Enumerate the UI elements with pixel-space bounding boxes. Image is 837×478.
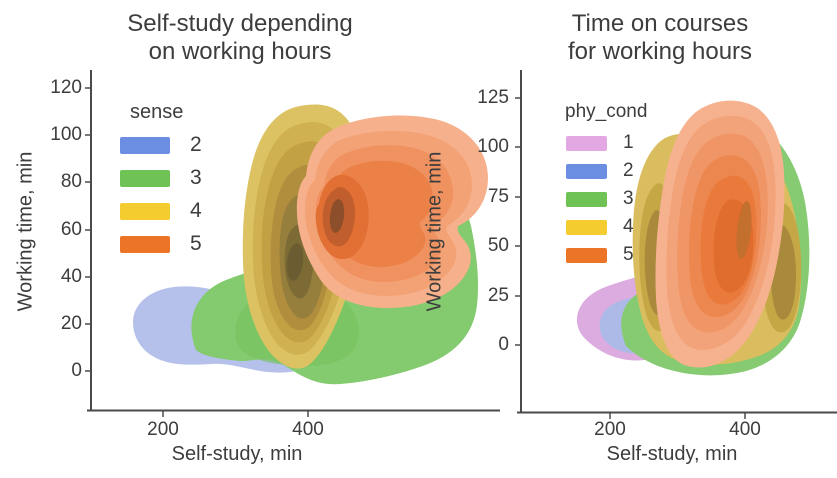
legend-label-phycond-4: 4 — [623, 216, 634, 237]
left-plot-title-line2: on working hours — [148, 38, 332, 65]
kde-right-phycond5-core — [736, 201, 752, 259]
legend-label-phycond-5: 5 — [623, 244, 634, 265]
right-legend-title: phy_cond — [565, 101, 648, 122]
right-y-tick-100: 100 — [477, 136, 509, 157]
right-x-tick-400: 400 — [729, 419, 761, 440]
axes-group — [85, 70, 837, 419]
right-legend-item-2: 2 — [566, 160, 634, 182]
kde-left-sense4-core — [286, 243, 304, 281]
right-x-tick-marks — [609, 413, 746, 419]
left-legend-item-2: 2 — [120, 133, 202, 156]
left-y-tick-80: 80 — [60, 171, 82, 192]
right-x-axis-label: Self-study, min — [606, 443, 738, 465]
kde-left-sense5-core — [329, 199, 345, 233]
legend-swatch-phycond-4 — [566, 219, 607, 235]
right-plot-title-line1: Time on courses — [571, 10, 749, 37]
legend-label-sense-4: 4 — [190, 199, 202, 222]
right-y-tick-0: 0 — [498, 334, 509, 355]
legend-label-phycond-3: 3 — [623, 188, 634, 209]
left-y-tick-marks — [85, 87, 91, 372]
left-legend-title: sense — [130, 101, 184, 123]
right-y-axis-label: Working time, min — [423, 151, 446, 312]
left-plot-title: Self-study depending on working hours — [40, 10, 440, 66]
left-plot-title-line1: Self-study depending — [127, 10, 353, 37]
right-legend-item-4: 4 — [566, 216, 634, 238]
left-x-tick-marks — [162, 411, 309, 417]
left-x-tick-200: 200 — [147, 419, 179, 440]
legend-swatch-sense-3 — [120, 169, 170, 187]
legend-label-phycond-1: 1 — [623, 132, 634, 153]
legend-label-sense-5: 5 — [190, 232, 202, 255]
left-y-tick-20: 20 — [60, 313, 82, 334]
legend-swatch-sense-2 — [120, 136, 170, 154]
right-legend-item-1: 1 — [566, 132, 634, 154]
left-legend-item-3: 3 — [120, 166, 202, 189]
legend-label-sense-2: 2 — [190, 133, 202, 156]
left-y-tick-120: 120 — [50, 77, 82, 98]
legend-swatch-sense-4 — [120, 202, 170, 220]
right-legend-item-5: 5 — [566, 244, 634, 266]
legend-label-phycond-2: 2 — [623, 160, 634, 181]
right-y-tick-marks — [515, 97, 521, 346]
legend-label-sense-3: 3 — [190, 166, 202, 189]
right-x-tick-200: 200 — [594, 419, 626, 440]
left-legend-item-4: 4 — [120, 199, 202, 222]
left-y-tick-100: 100 — [50, 124, 82, 145]
right-plot-title-line2: for working hours — [567, 38, 753, 65]
left-y-tick-40: 40 — [60, 266, 82, 287]
legend-swatch-phycond-2 — [566, 163, 607, 179]
left-kde-group — [133, 104, 488, 385]
legend-swatch-phycond-5 — [566, 247, 607, 263]
left-y-tick-0: 0 — [71, 360, 82, 381]
right-y-tick-50: 50 — [487, 235, 509, 256]
left-y-tick-60: 60 — [60, 219, 82, 240]
legend-swatch-phycond-3 — [566, 191, 607, 207]
legend-swatch-phycond-1 — [566, 135, 607, 151]
right-y-tick-75: 75 — [487, 186, 509, 207]
right-y-tick-25: 25 — [487, 285, 509, 306]
right-y-tick-125: 125 — [477, 87, 509, 108]
left-legend-item-5: 5 — [120, 232, 202, 255]
legend-swatch-sense-5 — [120, 235, 170, 253]
right-legend-item-3: 3 — [566, 188, 634, 210]
left-x-tick-400: 400 — [292, 419, 324, 440]
right-plot-title: Time on courses for working hours — [470, 10, 837, 66]
right-kde-group — [576, 100, 810, 376]
left-x-axis-label: Self-study, min — [171, 443, 303, 465]
